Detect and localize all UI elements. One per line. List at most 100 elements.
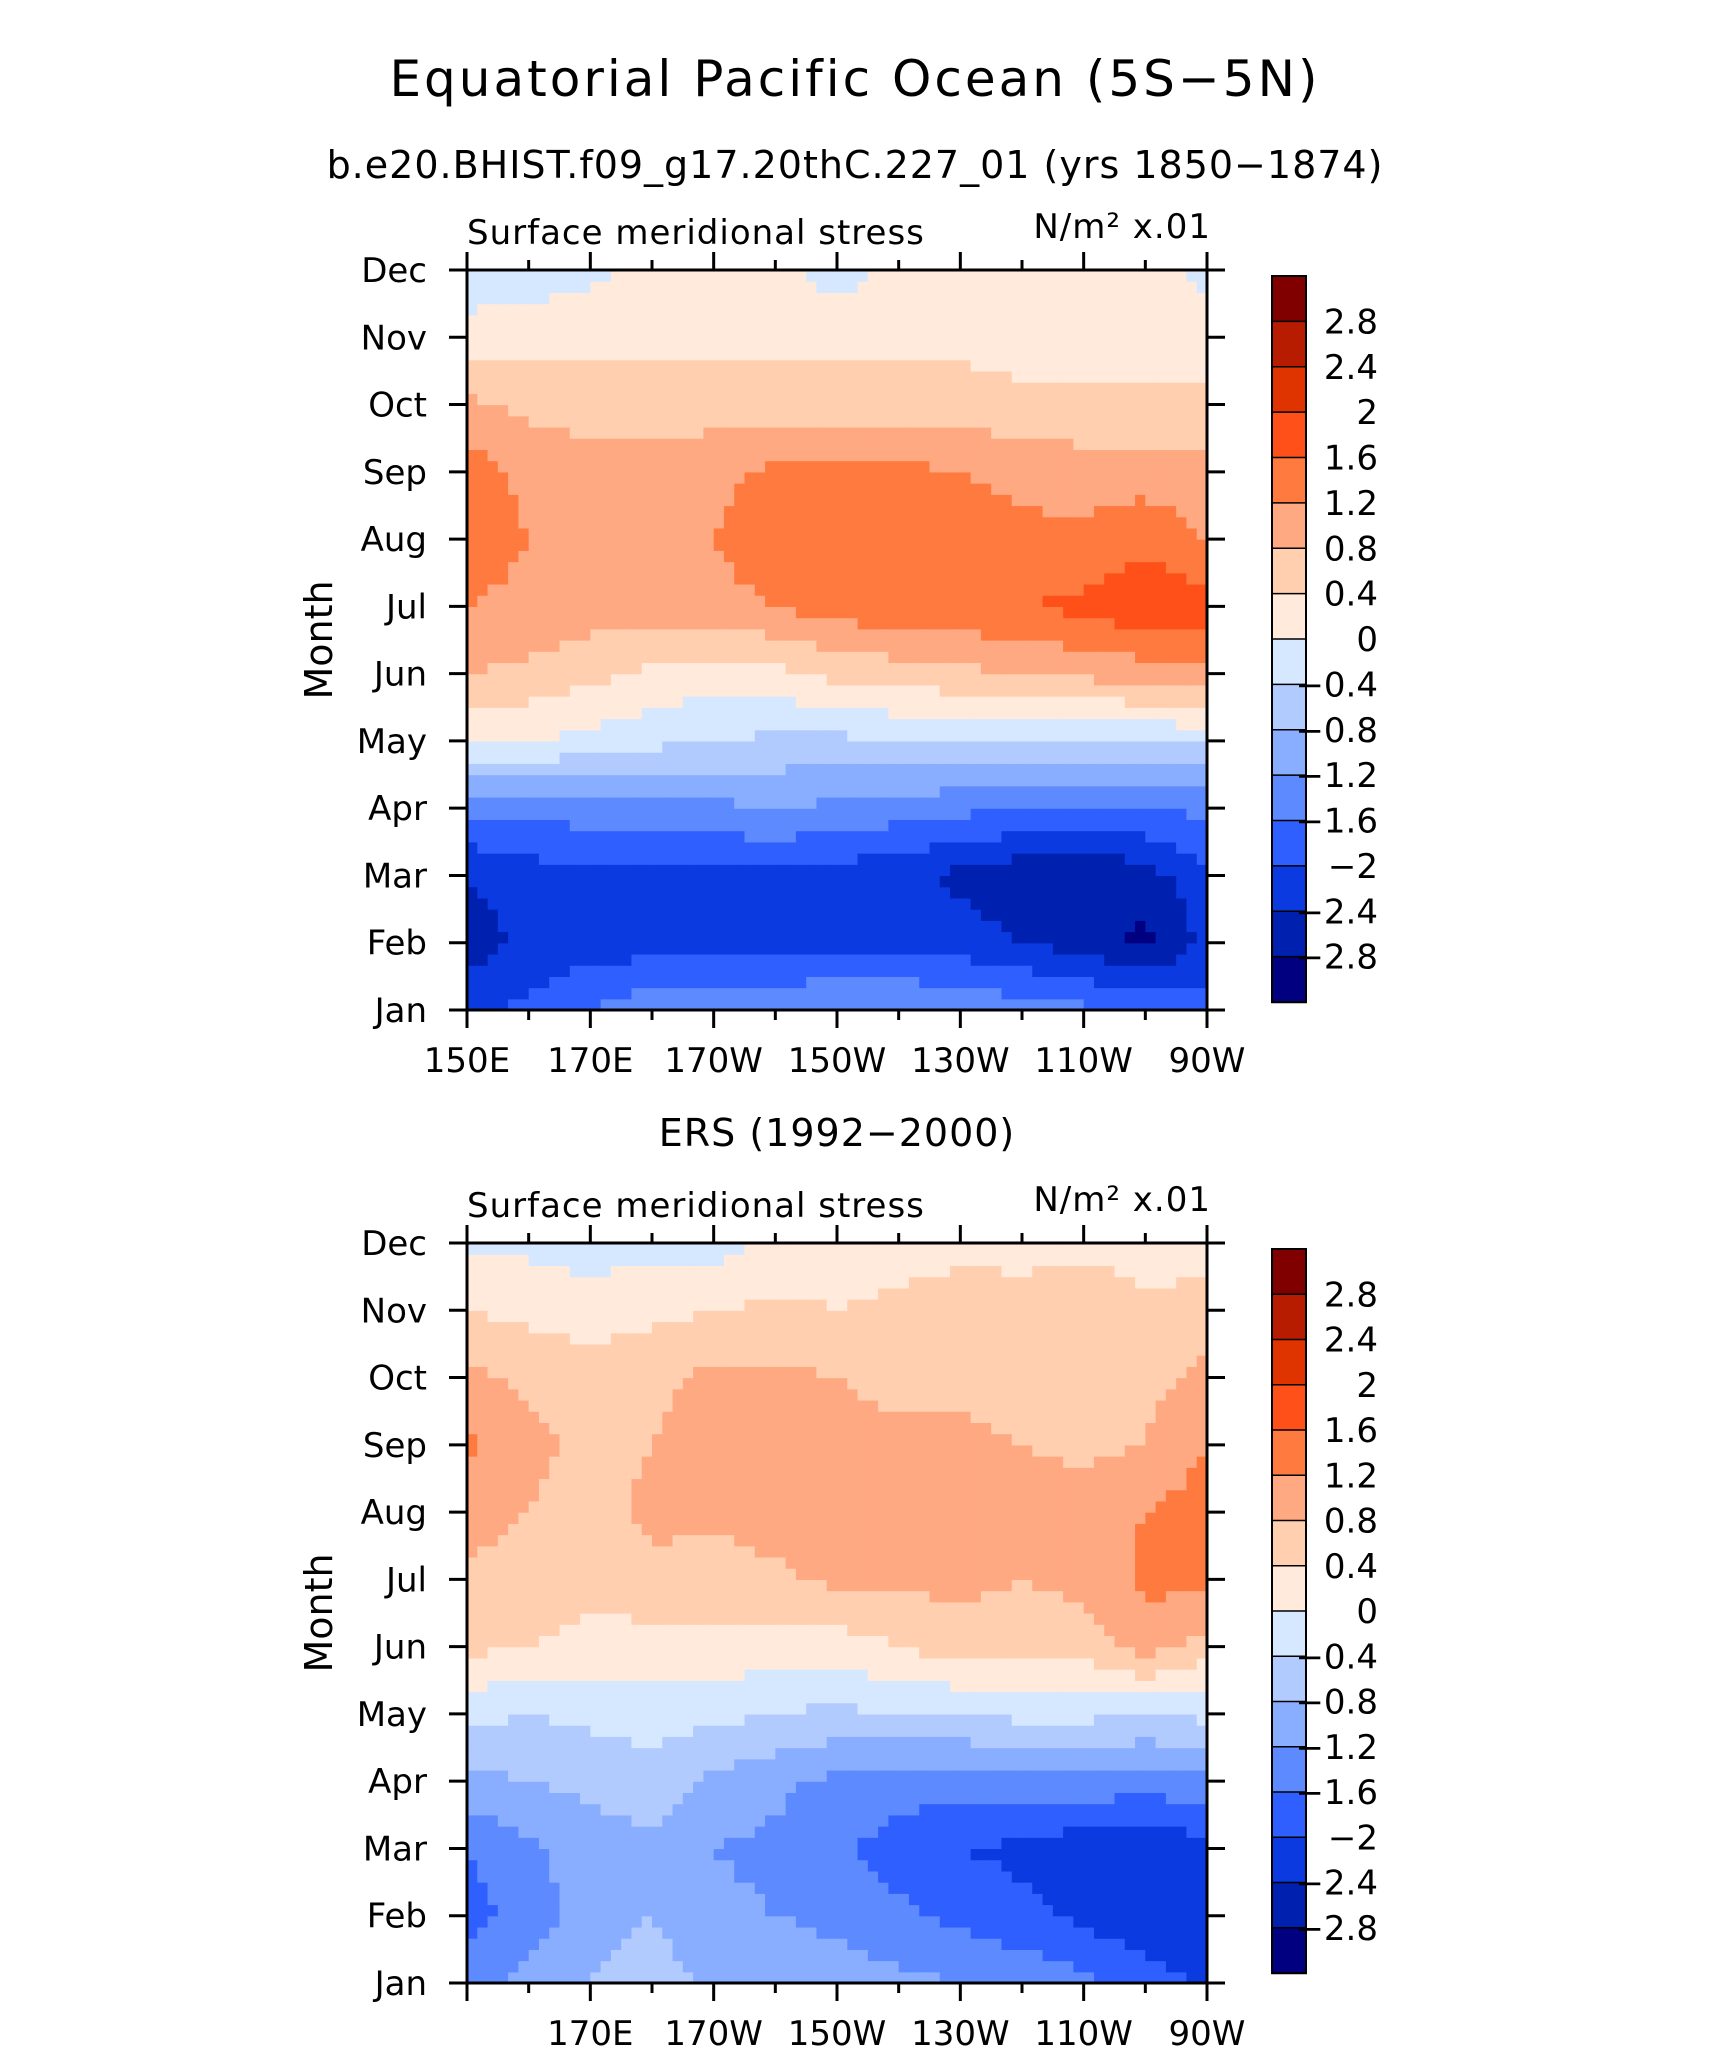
heat-cell bbox=[1176, 550, 1188, 563]
heat-cell bbox=[826, 494, 838, 507]
heat-cell bbox=[908, 740, 920, 753]
heat-cell bbox=[1186, 673, 1198, 686]
heat-cell bbox=[518, 718, 530, 731]
heat-cell bbox=[518, 796, 530, 809]
heat-cell bbox=[477, 561, 489, 574]
heat-cell bbox=[785, 326, 797, 338]
heat-cell bbox=[919, 920, 931, 933]
heat-cell bbox=[919, 819, 931, 832]
heat-cell bbox=[867, 819, 879, 832]
heat-cell bbox=[950, 438, 961, 450]
heat-cell bbox=[672, 696, 684, 708]
heat-cell bbox=[518, 729, 530, 742]
heat-cell bbox=[744, 628, 756, 641]
heat-cell bbox=[641, 606, 653, 619]
heat-cell bbox=[785, 483, 797, 495]
heat-cell bbox=[487, 628, 499, 641]
heat-cell bbox=[1104, 931, 1116, 944]
heat-cell bbox=[487, 1971, 499, 1983]
heat-cell bbox=[487, 763, 499, 776]
heat-cell bbox=[518, 640, 530, 652]
heat-cell bbox=[806, 864, 818, 877]
heat-cell bbox=[477, 662, 489, 675]
heat-cell bbox=[559, 314, 571, 327]
heat-cell bbox=[1011, 942, 1023, 955]
heat-cell bbox=[528, 572, 540, 585]
heat-cell bbox=[1145, 920, 1157, 933]
heat-cell bbox=[1124, 393, 1136, 406]
heat-cell bbox=[672, 550, 684, 563]
heat-cell bbox=[477, 516, 489, 529]
heat-cell bbox=[538, 539, 550, 551]
heat-cell bbox=[1063, 494, 1074, 507]
heat-cell bbox=[1186, 583, 1198, 596]
heat-cell bbox=[652, 527, 663, 540]
heat-cell bbox=[1155, 483, 1167, 495]
heat-cell bbox=[867, 281, 879, 294]
heat-cell bbox=[559, 348, 571, 361]
heat-cell bbox=[477, 628, 489, 641]
heat-cell bbox=[1196, 606, 1207, 619]
heat-cell bbox=[1155, 382, 1167, 394]
heat-cell bbox=[1176, 796, 1188, 809]
heat-cell bbox=[1155, 1971, 1167, 1983]
heat-cell bbox=[528, 752, 540, 764]
heat-cell bbox=[1073, 976, 1085, 989]
heat-cell bbox=[610, 572, 622, 585]
heat-cell bbox=[518, 483, 530, 495]
heat-cell bbox=[528, 853, 540, 865]
heat-cell bbox=[467, 763, 478, 776]
heat-cell bbox=[1196, 696, 1207, 708]
heat-cell bbox=[559, 696, 571, 708]
heat-cell bbox=[641, 326, 653, 338]
heat-cell bbox=[652, 337, 663, 350]
heat-cell bbox=[1083, 673, 1095, 686]
heat-cell bbox=[1114, 673, 1126, 686]
colorbar-label: 0 bbox=[1356, 620, 1378, 660]
heat-cell bbox=[1042, 875, 1054, 888]
heat-cell bbox=[795, 438, 807, 450]
heat-cell bbox=[878, 920, 889, 933]
heat-cell bbox=[631, 774, 643, 787]
heat-cell bbox=[734, 897, 746, 910]
heat-cell bbox=[754, 841, 766, 854]
heat-cell bbox=[837, 886, 848, 899]
heat-cell bbox=[497, 337, 509, 350]
heat-cell bbox=[1011, 628, 1023, 641]
heat-cell bbox=[1063, 976, 1074, 989]
heat-cell bbox=[939, 314, 951, 327]
heat-cell bbox=[610, 270, 622, 282]
heat-cell bbox=[621, 303, 633, 316]
heat-cell bbox=[1073, 819, 1085, 832]
heat-cell bbox=[610, 527, 622, 540]
heat-cell bbox=[518, 359, 530, 372]
heat-cell bbox=[929, 617, 941, 630]
heat-cell bbox=[641, 920, 653, 933]
heat-cell bbox=[795, 897, 807, 910]
heat-cell bbox=[497, 785, 509, 798]
heat-cell bbox=[1104, 1960, 1116, 1973]
heat-cell bbox=[569, 606, 581, 619]
heat-cell bbox=[1083, 348, 1095, 361]
heat-cell bbox=[1032, 505, 1044, 518]
heat-cell bbox=[1001, 393, 1013, 406]
heat-cell bbox=[1104, 348, 1116, 361]
heat-cell bbox=[1176, 651, 1188, 664]
heat-cell bbox=[723, 718, 735, 731]
heat-cell bbox=[898, 303, 910, 316]
heat-cell bbox=[467, 370, 478, 383]
heat-cell bbox=[1196, 370, 1207, 383]
heat-cell bbox=[816, 953, 828, 966]
heat-cell bbox=[497, 628, 509, 641]
heat-cell bbox=[1176, 426, 1188, 439]
heat-cell bbox=[621, 931, 633, 944]
heat-cell bbox=[775, 942, 787, 955]
heat-cell bbox=[621, 561, 633, 574]
heat-cell bbox=[1165, 359, 1177, 372]
heat-cell bbox=[734, 527, 746, 540]
heat-cell bbox=[980, 270, 992, 282]
heat-cell bbox=[1176, 539, 1188, 551]
heat-cell bbox=[682, 752, 694, 764]
heat-cell bbox=[991, 909, 1003, 921]
heat-cell bbox=[1124, 505, 1136, 518]
